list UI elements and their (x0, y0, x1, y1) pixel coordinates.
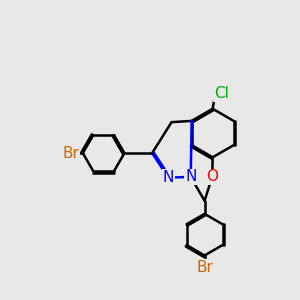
Text: O: O (206, 169, 218, 184)
Text: N: N (185, 169, 196, 184)
Text: Cl: Cl (214, 86, 229, 101)
Text: Br: Br (62, 146, 79, 160)
Text: N: N (163, 170, 174, 185)
Text: Br: Br (196, 260, 213, 275)
